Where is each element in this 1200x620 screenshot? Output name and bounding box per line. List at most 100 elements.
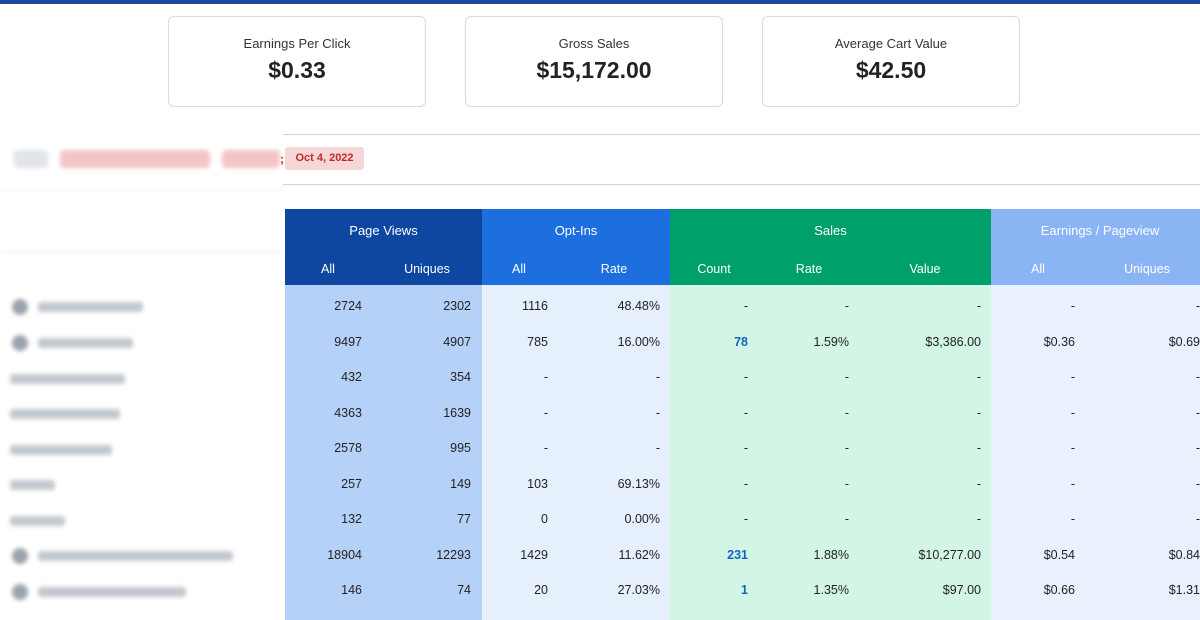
- avatar-icon: [12, 548, 28, 564]
- earnings-header-bg: [991, 209, 1200, 285]
- sales-body-bg: [670, 285, 991, 620]
- table-cell-pv-uniques: 4907: [443, 334, 471, 349]
- blurred-sidebar: [0, 133, 283, 620]
- table-cell-pv-all: 4363: [334, 405, 362, 420]
- avatar-icon: [12, 299, 28, 315]
- table-cell-earn-uniques: $0.69: [1168, 334, 1200, 349]
- col-group-page-views[interactable]: Page Views: [349, 223, 418, 238]
- col-group-sales[interactable]: Sales: [814, 223, 847, 238]
- table-cell-optin-all: -: [543, 370, 548, 384]
- table-cell-pv-uniques: 74: [457, 583, 471, 597]
- table-cell-sales-count: -: [743, 405, 748, 420]
- table-cell-sales-value: $97.00: [942, 583, 981, 597]
- table-cell-pv-all: 18904: [327, 547, 362, 562]
- sub-pv-uniques-header[interactable]: Uniques: [404, 262, 450, 276]
- table-cell-optin-all: 0: [541, 512, 548, 526]
- table-cell-sales-count[interactable]: 78: [734, 334, 748, 349]
- col-group-opt-ins[interactable]: Opt-Ins: [554, 223, 598, 238]
- table-cell-sales-value: $10,277.00: [918, 547, 981, 562]
- table-cell-earn-uniques: -: [1195, 512, 1200, 526]
- blurred-text: [10, 409, 120, 419]
- sub-optin-rate-header[interactable]: Rate: [600, 262, 628, 276]
- table-cell-sales-rate: -: [844, 476, 849, 491]
- table-cell-pv-all: 9497: [334, 334, 362, 349]
- blurred-text: [38, 338, 133, 348]
- blurred-filter-chip: [222, 150, 280, 168]
- page-views-body-bg: [285, 285, 482, 620]
- blurred-text: [10, 445, 112, 455]
- table-cell-sales-rate: -: [844, 299, 849, 313]
- card-value: $42.50: [855, 57, 927, 83]
- sub-sales-count-header[interactable]: Count: [697, 262, 731, 276]
- card-label: Gross Sales: [558, 36, 630, 51]
- gross-sales-card: Gross Sales $15,172.00: [465, 16, 723, 107]
- top-accent-bar: [0, 0, 1200, 4]
- table-cell-pv-uniques: 12293: [436, 547, 471, 562]
- sub-optin-all-header[interactable]: All: [512, 262, 526, 276]
- table-cell-optin-all: -: [543, 405, 548, 420]
- divider: [0, 251, 283, 252]
- table-cell-earn-uniques: $0.84: [1168, 547, 1200, 562]
- table-cell-sales-count: -: [743, 441, 748, 455]
- table-cell-optin-rate: 27.03%: [617, 583, 660, 597]
- avatar-icon: [12, 584, 28, 600]
- table-cell-optin-rate: -: [655, 405, 660, 420]
- table-cell-sales-count: -: [743, 512, 748, 526]
- table-cell-optin-rate: 16.00%: [617, 334, 660, 349]
- blurred-text: [10, 480, 55, 490]
- sub-earn-all-header[interactable]: All: [1031, 262, 1045, 276]
- table-cell-sales-count[interactable]: 1: [741, 583, 748, 597]
- sub-sales-value-header[interactable]: Value: [909, 262, 941, 276]
- table-cell-pv-uniques: 1639: [443, 405, 471, 420]
- filter-top-border: [283, 134, 1200, 135]
- table-cell-earn-uniques: -: [1195, 476, 1200, 491]
- date-filter-chip[interactable]: Oct 4, 2022: [285, 147, 364, 170]
- table-cell-sales-value: -: [976, 370, 981, 384]
- average-cart-value-card: Average Cart Value $42.50: [762, 16, 1020, 107]
- table-cell-optin-rate: -: [655, 370, 660, 384]
- table-cell-earn-uniques: $1.31: [1168, 583, 1200, 597]
- table-cell-sales-rate: -: [844, 370, 849, 384]
- blurred-filter-chip: [60, 150, 210, 168]
- table-cell-pv-uniques: 149: [450, 476, 471, 491]
- table-cell-earn-uniques: -: [1195, 405, 1200, 420]
- table-cell-earn-all: -: [1070, 512, 1075, 526]
- table-cell-optin-rate: 48.48%: [617, 299, 660, 313]
- table-cell-earn-all: $0.36: [1043, 334, 1075, 349]
- earnings-body-bg: [991, 285, 1200, 620]
- table-cell-earn-uniques: -: [1195, 370, 1200, 384]
- table-cell-earn-all: -: [1070, 405, 1075, 420]
- card-value: $0.33: [268, 57, 326, 83]
- table-cell-sales-rate: 1.35%: [813, 583, 849, 597]
- table-cell-sales-rate: 1.59%: [813, 334, 849, 349]
- sub-earn-uniques-header[interactable]: Uniques: [1124, 262, 1170, 276]
- table-cell-sales-rate: -: [844, 405, 849, 420]
- table-cell-earn-all: -: [1070, 441, 1075, 455]
- card-label: Average Cart Value: [834, 36, 948, 51]
- table-cell-sales-value: -: [976, 512, 981, 526]
- table-cell-pv-all: 257: [341, 476, 362, 491]
- table-cell-sales-count: -: [743, 370, 748, 384]
- table-cell-earn-uniques: -: [1195, 299, 1200, 313]
- table-cell-sales-rate: -: [844, 512, 849, 526]
- table-cell-optin-all: 20: [534, 583, 548, 597]
- table-cell-pv-uniques: 354: [450, 370, 471, 384]
- card-label: Earnings Per Click: [243, 36, 351, 51]
- table-cell-pv-all: 132: [341, 512, 362, 526]
- table-cell-optin-all: 1116: [522, 299, 548, 313]
- table-cell-earn-all: $0.54: [1043, 547, 1075, 562]
- sub-pv-all-header[interactable]: All: [321, 262, 335, 276]
- table-cell-sales-value: $3,386.00: [925, 334, 981, 349]
- blurred-filter-chip: [14, 150, 48, 168]
- table-cell-sales-value: -: [976, 405, 981, 420]
- table-cell-pv-uniques: 77: [457, 512, 471, 526]
- sales-header-bg: [670, 209, 991, 285]
- table-cell-sales-value: -: [976, 299, 981, 313]
- col-group-earnings-pageview[interactable]: Earnings / Pageview: [1040, 223, 1160, 238]
- table-cell-earn-uniques: -: [1195, 441, 1200, 455]
- blurred-text: [10, 374, 125, 384]
- table-cell-sales-count[interactable]: 231: [727, 547, 748, 562]
- table-cell-optin-all: 1429: [520, 547, 548, 562]
- sub-sales-rate-header[interactable]: Rate: [795, 262, 823, 276]
- table-cell-optin-rate: -: [655, 441, 660, 455]
